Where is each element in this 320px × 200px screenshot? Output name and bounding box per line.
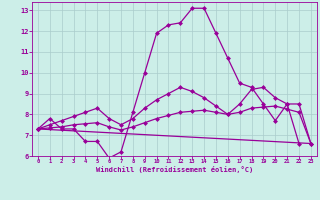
X-axis label: Windchill (Refroidissement éolien,°C): Windchill (Refroidissement éolien,°C) (96, 166, 253, 173)
